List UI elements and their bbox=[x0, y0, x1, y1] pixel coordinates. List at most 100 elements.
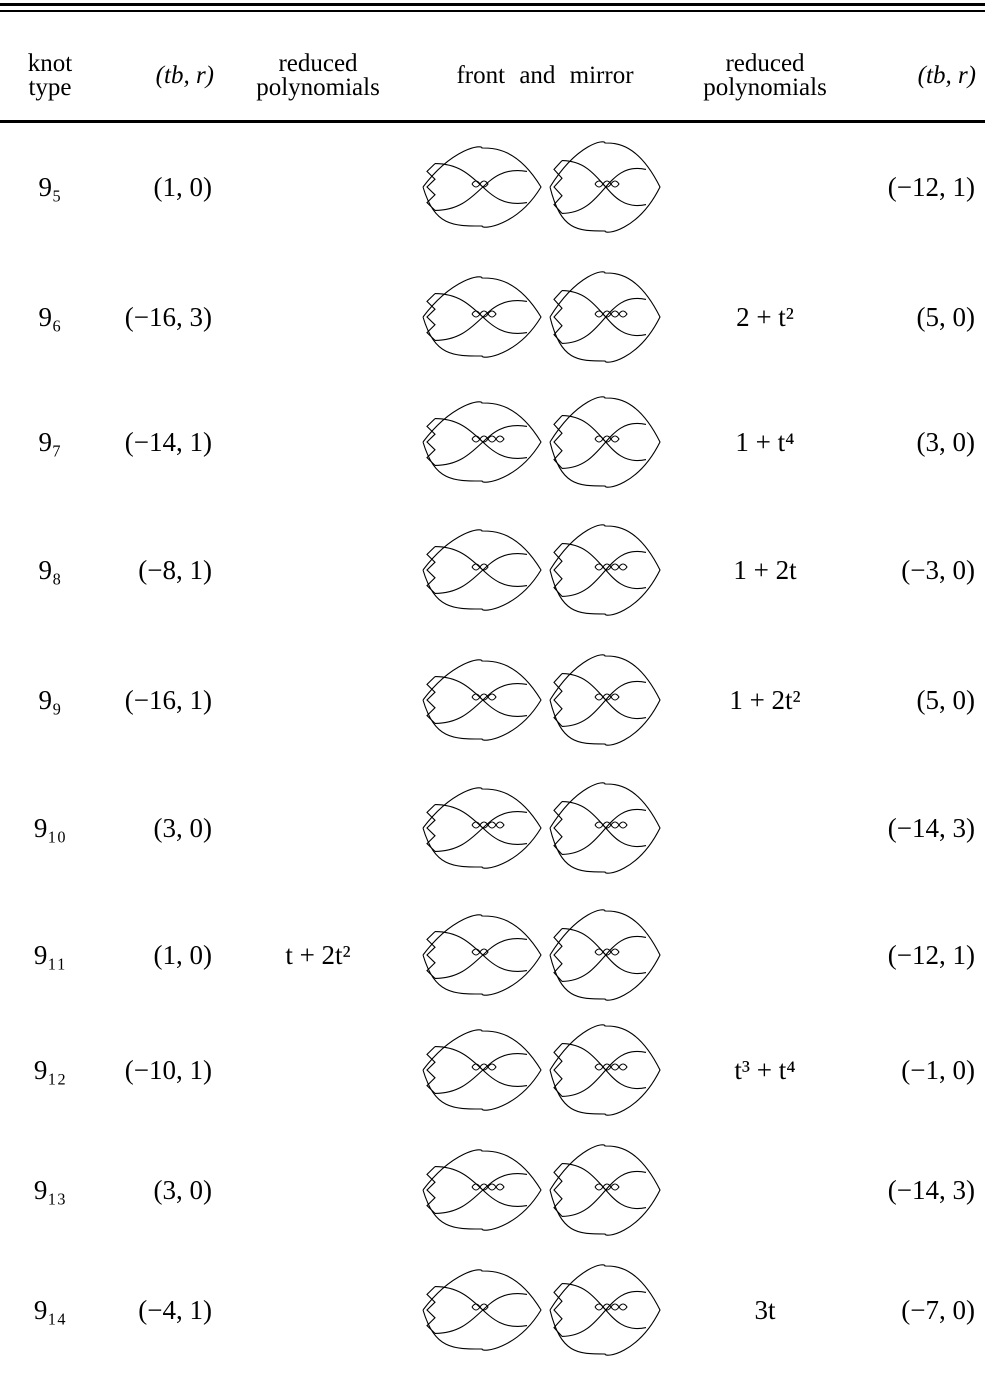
header: reduced polynomials bbox=[703, 50, 827, 101]
front-diagram bbox=[426, 931, 436, 979]
front-diagram bbox=[487, 1183, 497, 1191]
cell: (−7, 0) bbox=[901, 1295, 975, 1325]
front-diagram bbox=[487, 1063, 497, 1071]
front-diagram bbox=[610, 693, 620, 701]
front-diagram bbox=[422, 1269, 542, 1351]
cell: 9₁₂ bbox=[33, 1055, 67, 1085]
front-diagram bbox=[422, 787, 542, 869]
front-diagram bbox=[610, 180, 620, 188]
front-diagram bbox=[553, 1043, 563, 1097]
front-diagram bbox=[618, 310, 628, 318]
cell: 1 + t⁴ bbox=[735, 427, 795, 457]
front-diagram bbox=[549, 271, 661, 363]
front-diagram bbox=[594, 948, 604, 956]
top-rule bbox=[0, 3, 985, 6]
front-diagram bbox=[495, 435, 505, 443]
front-diagram bbox=[553, 290, 563, 344]
front-diagram bbox=[422, 401, 542, 483]
front-diagram bbox=[549, 654, 661, 746]
cell: (−14, 3) bbox=[887, 813, 975, 843]
front-diagram bbox=[618, 821, 628, 829]
cell: 9₁₀ bbox=[33, 813, 67, 843]
front-diagram bbox=[553, 160, 563, 214]
cell: 9₁₄ bbox=[33, 1295, 67, 1325]
front-diagram bbox=[549, 1264, 661, 1356]
front-diagram bbox=[618, 1063, 628, 1071]
front-diagram bbox=[426, 1046, 436, 1094]
front-diagram bbox=[487, 310, 497, 318]
front-diagram bbox=[549, 782, 661, 874]
cell: (−16, 1) bbox=[124, 685, 212, 715]
front-diagram bbox=[487, 435, 497, 443]
cell: 1 + 2t² bbox=[729, 685, 801, 715]
cell: (−14, 1) bbox=[124, 427, 212, 457]
front-diagram bbox=[594, 821, 604, 829]
front-diagram bbox=[434, 424, 528, 466]
cell: (−3, 0) bbox=[901, 555, 975, 585]
front-diagram bbox=[549, 396, 661, 488]
front-diagram bbox=[422, 659, 542, 741]
front-diagram bbox=[422, 914, 542, 996]
cell: (1, 0) bbox=[153, 940, 212, 970]
cell: (1, 0) bbox=[153, 172, 212, 202]
cell: 9₁₁ bbox=[33, 940, 67, 970]
front-diagram bbox=[434, 1052, 528, 1094]
front-diagram bbox=[426, 418, 436, 466]
front-diagram bbox=[495, 821, 505, 829]
cell: 3t bbox=[754, 1295, 776, 1325]
front-diagram bbox=[549, 1144, 661, 1236]
front-diagram bbox=[553, 1283, 563, 1337]
front-diagram bbox=[434, 169, 528, 211]
front-diagram bbox=[479, 948, 489, 956]
front-diagram bbox=[610, 563, 620, 571]
front-diagram bbox=[479, 1303, 489, 1311]
cell: (−12, 1) bbox=[887, 940, 975, 970]
cell: (3, 0) bbox=[153, 1175, 212, 1205]
cell: (−16, 3) bbox=[124, 302, 212, 332]
front-diagram bbox=[553, 415, 563, 469]
front-diagram bbox=[594, 180, 604, 188]
front-diagram bbox=[426, 676, 436, 724]
front-diagram bbox=[426, 1166, 436, 1214]
front-diagram bbox=[487, 821, 497, 829]
cell: (−4, 1) bbox=[138, 1295, 212, 1325]
front-diagram bbox=[549, 909, 661, 1001]
front-diagram bbox=[610, 435, 620, 443]
front-diagram bbox=[610, 1183, 620, 1191]
front-diagram bbox=[553, 543, 563, 597]
front-diagram bbox=[426, 293, 436, 341]
cell: 9₈ bbox=[38, 555, 62, 585]
front-diagram bbox=[549, 1024, 661, 1116]
front-diagram bbox=[553, 673, 563, 727]
front-diagram bbox=[561, 1050, 647, 1097]
front-diagram bbox=[479, 180, 489, 188]
front-diagram bbox=[610, 310, 620, 318]
front-diagram bbox=[561, 167, 647, 214]
cell: 9₅ bbox=[38, 172, 62, 202]
front-diagram bbox=[434, 937, 528, 979]
front-diagram bbox=[434, 1292, 528, 1334]
front-diagram bbox=[594, 693, 604, 701]
front-diagram bbox=[553, 1163, 563, 1217]
front-diagram bbox=[561, 1290, 647, 1337]
cell: (−8, 1) bbox=[138, 555, 212, 585]
cell: 9₆ bbox=[38, 302, 62, 332]
header: (tb, r) bbox=[155, 62, 214, 89]
cell: 9₉ bbox=[38, 685, 62, 715]
cell: (3, 0) bbox=[153, 813, 212, 843]
cell: (5, 0) bbox=[916, 302, 975, 332]
front-diagram bbox=[618, 1303, 628, 1311]
cell: 9₁₃ bbox=[33, 1175, 67, 1205]
front-diagram bbox=[426, 546, 436, 594]
front-diagram bbox=[487, 693, 497, 701]
front-diagram bbox=[426, 163, 436, 211]
front-diagram bbox=[422, 146, 542, 228]
front-diagram bbox=[434, 810, 528, 852]
cell: (3, 0) bbox=[916, 427, 975, 457]
front-diagram bbox=[422, 1149, 542, 1231]
front-diagram bbox=[426, 804, 436, 852]
front-diagram bbox=[561, 1170, 647, 1217]
front-diagram bbox=[426, 1286, 436, 1334]
header: front and mirror bbox=[456, 62, 634, 89]
cell: t³ + t⁴ bbox=[734, 1055, 796, 1085]
